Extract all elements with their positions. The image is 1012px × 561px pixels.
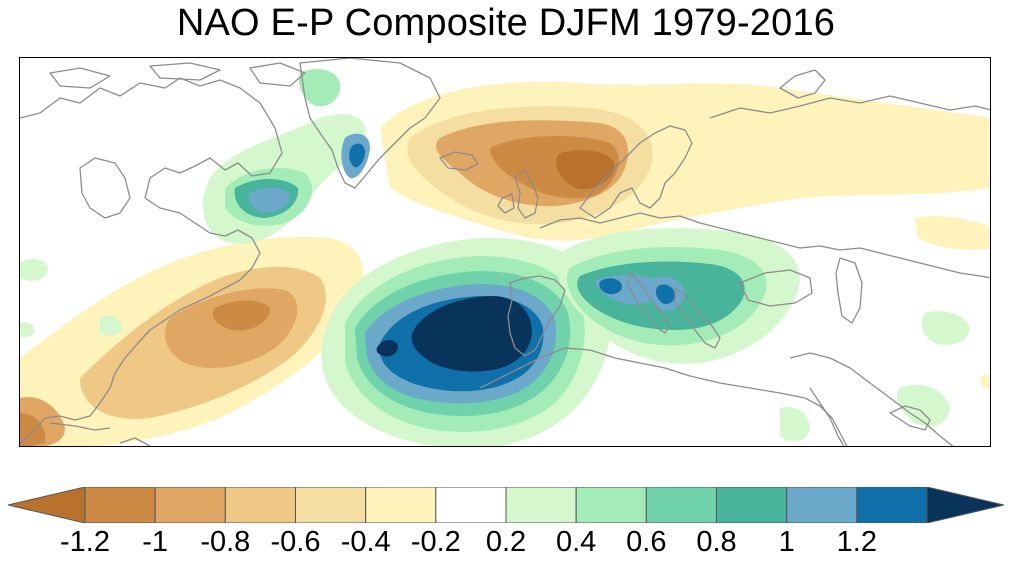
colorbar-tick-label: 0.4 [555,526,597,558]
coastline-italy [627,272,671,334]
coastline-balkans [674,287,721,349]
wet-anomaly-baffin [299,69,341,107]
wet-anomaly-patch-2 [20,322,35,338]
colorbar-bin [295,487,367,523]
dry-anomaly-scandinavia-core [555,150,615,190]
coastline-north-africa [479,347,848,446]
wet-anomaly-iberia-west-core [376,340,398,357]
map-canvas [20,58,990,446]
colorbar-tick-label: -1 [142,526,169,558]
coastline-iceland [439,151,479,171]
colorbar-max-arrow [926,487,1004,523]
colorbar-bin [575,487,647,523]
wet-anomaly-patch-6 [100,316,122,336]
colorbar-tick-label: 0.6 [626,526,667,558]
colorbar [8,487,1004,523]
colorbar-bin [365,487,437,523]
coastline-black-sea [739,269,813,307]
colorbar-tick-label: 1.2 [836,526,877,558]
wet-anomaly-adriatic-core [655,284,675,305]
coastline-levant [789,352,954,446]
colorbar-bin [154,487,226,523]
wet-anomaly-iberia-core [411,296,532,372]
colorbar-bin [84,487,156,523]
colorbar-min-arrow [8,487,86,523]
colorbar-bin [505,487,577,523]
coastline-iberia [507,275,566,357]
colorbar-bin [645,487,717,523]
wet-anomaly-patch-3 [921,311,970,345]
wet-anomaly-patch-4 [896,384,950,427]
colorbar-tick-label: -0.6 [270,526,321,558]
colorbar-bin [435,487,507,523]
wet-anomaly-labrador-core [248,187,290,213]
coastline-siberia [709,95,990,119]
coastline-scandinavia [579,125,693,219]
colorbar-tick-label: 1 [778,526,795,558]
colorbar-bin [716,487,788,523]
dry-anomaly-patch-1 [915,216,990,250]
coastline-novaya-zemlya [779,69,826,99]
colorbar-tick-label: -0.8 [200,526,251,558]
coastlines [20,58,990,446]
dry-anomaly-atlantic-west-core [212,300,270,331]
colorbar-bin [856,487,928,523]
wet-anomaly-patch-5 [780,406,810,442]
coastline-hudson-bay [79,157,131,219]
map-title: NAO E-P Composite DJFM 1979-2016 [176,2,836,44]
wet-anomaly-fields [20,69,990,446]
wet-anomaly-greenland-east-core [349,143,366,168]
coastline-caribbean [49,422,151,446]
colorbar-tick-label: 0.8 [696,526,737,558]
colorbar-bin [224,487,296,523]
colorbar-tick-label: -0.4 [340,526,391,558]
coastline-europe [539,212,990,279]
colorbar-tick-label: -1.2 [60,526,110,558]
colorbar-tick-label: 0.2 [485,526,527,558]
map-panel [19,57,991,447]
wet-anomaly-patch-1 [20,258,48,281]
wet-anomaly-med-core [599,278,623,295]
coastline-greenland [299,58,441,189]
coastline-north-america [20,77,283,444]
coastline-persian-gulf [889,405,931,431]
colorbar-labels: -1.2 -1 -0.8 -0.6 -0.4 -0.2 0.2 0.4 0.6 0.8 1 1.2 [0,526,1012,560]
coastline-british-isles [497,169,539,219]
coastline-arctic-islands [49,62,306,89]
coastline-caspian [835,257,863,324]
dry-anomaly-patch-2 [980,374,990,389]
colorbar-tick-label: -0.2 [410,526,461,558]
coastline-red-sea [809,387,845,446]
colorbar-bin [786,487,858,523]
